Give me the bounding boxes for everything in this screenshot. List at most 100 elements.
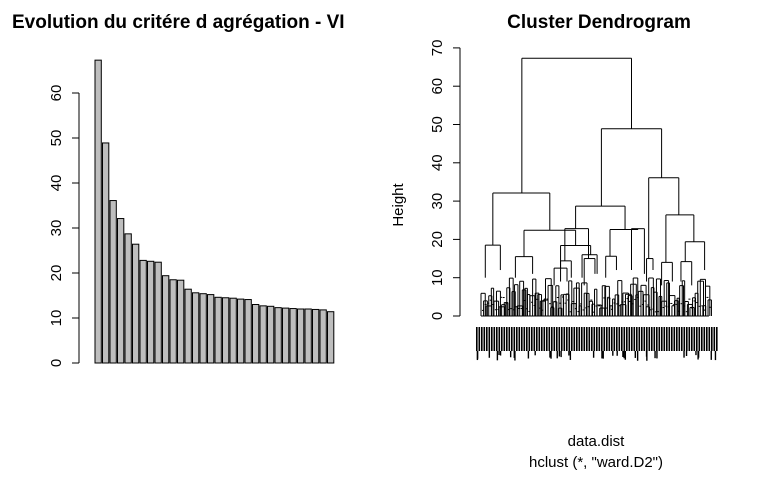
cluster-dendrogram-chart: Cluster Dendrogram 0 10 20 30 40 50 60 70 Heigh… [390, 12, 718, 471]
bar [94, 59, 102, 364]
leaf-label [691, 327, 693, 351]
bar [282, 307, 290, 364]
bar [319, 309, 327, 364]
leaf-label [583, 327, 586, 351]
bar [162, 275, 170, 364]
leaf-label [551, 327, 553, 351]
leaf-label [676, 327, 678, 351]
leaf-label [560, 351, 562, 358]
leaf-label [646, 327, 648, 351]
leaf-label [527, 351, 530, 359]
leaf-label [681, 327, 683, 351]
bar [274, 307, 282, 364]
bar [109, 200, 117, 364]
bar [252, 304, 260, 364]
leaf-label [633, 327, 636, 351]
leaf-label [698, 327, 701, 351]
bar [199, 293, 207, 364]
leaf-label [561, 327, 563, 351]
leaf-label [623, 327, 626, 351]
leaf-label [546, 327, 548, 351]
leaf-label [486, 327, 488, 351]
x-axis-label: data.dist [568, 433, 626, 450]
bar [327, 311, 335, 364]
leaf-label [663, 327, 666, 351]
bar [312, 308, 320, 364]
leaf-label [626, 327, 628, 351]
leaf-label [697, 351, 700, 358]
leaf-label [641, 327, 643, 351]
leaf-label [651, 327, 653, 351]
y-tick-label: 60 [48, 85, 65, 102]
leaf-label [688, 327, 691, 351]
leaf-label [506, 327, 508, 351]
y-axis: 0 10 20 30 40 50 60 [48, 85, 80, 367]
leaf-label [713, 327, 716, 351]
leaf-label [531, 327, 533, 351]
leaf-label [496, 351, 499, 361]
leaf-label [478, 327, 481, 351]
leaf-label [491, 327, 493, 351]
bar [304, 308, 312, 364]
leaf-label [606, 327, 608, 351]
leaf-label [588, 327, 591, 351]
bar [177, 279, 185, 364]
leaf-label [549, 351, 551, 358]
leaf-label [624, 351, 627, 360]
leaf-label [556, 351, 558, 359]
leaf-label [638, 327, 641, 351]
leaf-label [528, 327, 531, 351]
bar [289, 308, 297, 364]
leaf-label [646, 351, 648, 361]
leaf-label [534, 351, 536, 356]
leaf-label [476, 327, 478, 351]
leaf-label [591, 327, 593, 351]
leaf-label [703, 327, 706, 351]
leaf-label [602, 351, 604, 359]
leaf-label [636, 351, 639, 361]
y-axis: 0 10 20 30 40 50 60 70 [429, 40, 461, 320]
leaf-label [499, 351, 502, 356]
leaf-label [701, 327, 703, 351]
y-tick-label: 40 [429, 154, 446, 171]
leaf-label [643, 327, 646, 351]
bar [259, 305, 267, 364]
leaf-label [518, 327, 521, 351]
leaf-label [558, 327, 561, 351]
leaf-label [516, 327, 518, 351]
leaf-label [508, 327, 511, 351]
leaf-label [568, 327, 571, 351]
leaf-label [526, 327, 528, 351]
leaf-label [695, 351, 697, 356]
leaf-label [538, 327, 541, 351]
leaf-label [634, 351, 637, 358]
leaf-label [696, 327, 698, 351]
y-tick-label: 30 [429, 193, 446, 210]
leaf-label [678, 327, 681, 351]
y-tick-label: 20 [429, 231, 446, 248]
bar [117, 218, 125, 364]
leaf-label [628, 327, 631, 351]
bar [297, 308, 305, 364]
leaf-label [581, 327, 583, 351]
leaf-label [576, 327, 578, 351]
leaf-label [616, 351, 618, 356]
dendrogram-title: Cluster Dendrogram [507, 12, 691, 33]
y-tick-label: 50 [429, 116, 446, 133]
y-tick-label: 0 [429, 312, 446, 320]
bar [132, 243, 140, 364]
leaf-label [596, 327, 598, 351]
leaf-label [543, 327, 546, 351]
y-tick-label: 70 [429, 40, 446, 57]
leaf-label [493, 327, 496, 351]
leaf-label [483, 327, 486, 351]
leaf-label [511, 327, 513, 351]
leaf-label [498, 327, 501, 351]
leaf-label [569, 351, 572, 360]
bar [147, 260, 155, 364]
chart-title: Evolution du critére d agrégation - VI [12, 12, 345, 33]
leaf-label [498, 351, 500, 356]
dendrogram-tree [480, 57, 712, 317]
leaf-label [656, 327, 658, 351]
leaf-label [711, 327, 713, 351]
